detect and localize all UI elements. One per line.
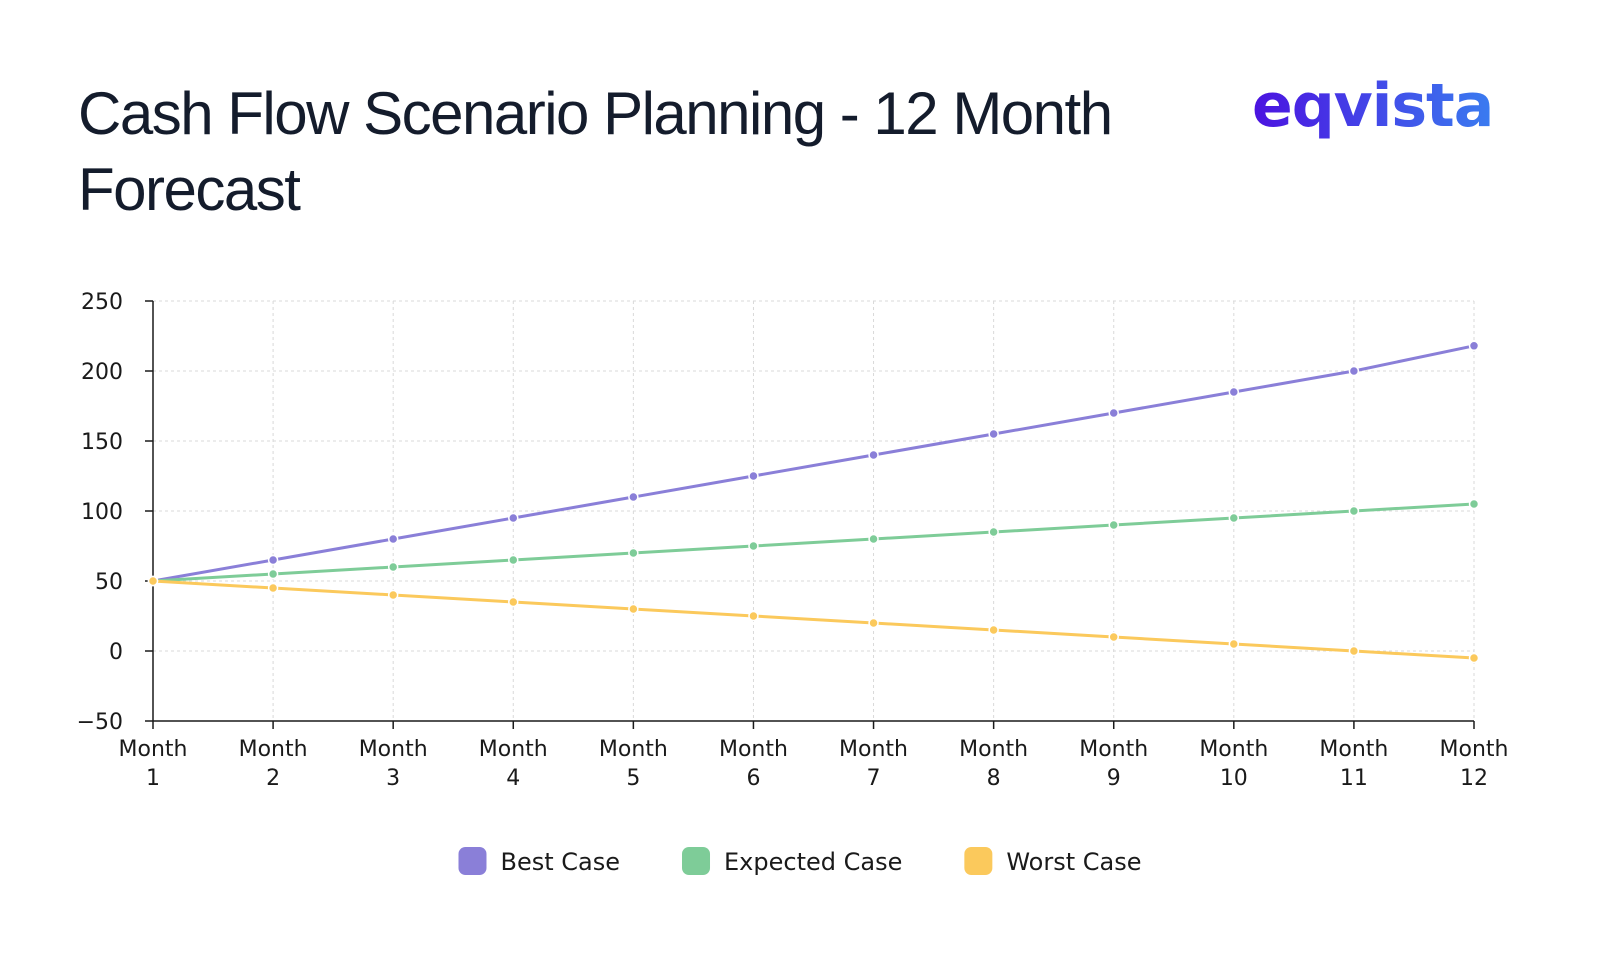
x-tick-label: Month 10 [1199, 737, 1268, 791]
legend-swatch-expected-case [682, 847, 711, 875]
series-line-best-case [151, 344, 1476, 583]
data-point-worst-case [628, 603, 639, 615]
data-point-worst-case [1348, 645, 1360, 657]
data-point-worst-case [147, 575, 159, 587]
data-point-best-case [267, 554, 279, 566]
legend: Best Case Expected Case Worst Case [458, 847, 1142, 876]
data-points [147, 340, 1480, 664]
data-point-worst-case [1228, 638, 1240, 650]
x-tick-label: Month 2 [239, 737, 308, 791]
data-point-best-case [1228, 386, 1240, 398]
data-point-best-case [508, 512, 519, 524]
data-point-expected-case [1348, 505, 1360, 517]
grid-lines [153, 300, 1475, 722]
data-point-best-case [628, 491, 639, 503]
data-point-best-case [387, 533, 399, 545]
data-point-worst-case [1108, 631, 1119, 643]
data-point-expected-case [748, 540, 759, 552]
data-point-expected-case [1468, 498, 1480, 510]
legend-item-worst-case: Worst Case [964, 847, 1142, 876]
data-point-best-case [748, 470, 759, 482]
data-point-expected-case [628, 547, 639, 559]
y-tick-label: 200 [81, 360, 123, 385]
data-point-expected-case [1228, 512, 1240, 524]
legend-item-best-case: Best Case [458, 847, 620, 876]
legend-item-expected-case: Expected Case [682, 847, 902, 876]
data-point-best-case [868, 449, 879, 461]
data-point-worst-case [387, 589, 399, 601]
legend-label-expected-case: Expected Case [724, 848, 902, 876]
x-tick-label: Month 8 [959, 737, 1028, 791]
data-point-expected-case [508, 554, 519, 566]
eqvista-logo: eqvista [1252, 71, 1494, 141]
x-tick-label: Month 7 [839, 737, 908, 791]
data-point-expected-case [868, 533, 879, 545]
data-point-worst-case [1468, 652, 1480, 664]
legend-label-best-case: Best Case [500, 848, 620, 876]
x-tick-label: Month 6 [719, 737, 788, 791]
axes: −50 0 50 100 150 200 250 Month 1 Month 2 Month 3 Mont… [77, 290, 1509, 791]
data-point-worst-case [267, 582, 279, 594]
data-point-best-case [1348, 365, 1360, 377]
data-point-best-case [1108, 407, 1119, 419]
data-point-worst-case [748, 610, 759, 622]
y-tick-label: 250 [81, 290, 123, 315]
data-point-expected-case [387, 561, 399, 573]
y-tick-label: 150 [81, 430, 123, 455]
y-tick-label: 50 [95, 570, 123, 595]
data-point-expected-case [1108, 519, 1119, 531]
logo-wordmark: eqvista [1252, 71, 1493, 141]
data-point-worst-case [988, 624, 999, 636]
y-tick-label: −50 [77, 710, 123, 735]
series-lines [151, 344, 1476, 660]
x-tick-label: Month 3 [359, 737, 428, 791]
series-line-expected-case [151, 502, 1476, 583]
x-tick-label: Month 5 [599, 737, 668, 791]
data-point-expected-case [267, 568, 279, 580]
data-point-expected-case [988, 526, 999, 538]
data-point-worst-case [868, 617, 879, 629]
y-tick-label: 100 [81, 500, 123, 525]
data-point-best-case [988, 428, 999, 440]
series-line-worst-case [151, 579, 1476, 660]
legend-label-worst-case: Worst Case [1006, 848, 1141, 876]
data-point-worst-case [508, 596, 519, 608]
chart-title: Cash Flow Scenario Planning - 12 Month F… [78, 80, 1113, 223]
x-tick-label: Month 4 [479, 737, 548, 791]
legend-swatch-worst-case [964, 847, 993, 875]
data-point-best-case [1468, 340, 1480, 352]
x-tick-label: Month 1 [119, 737, 188, 791]
x-tick-label: Month 9 [1079, 737, 1148, 791]
x-tick-label: Month 12 [1440, 737, 1509, 791]
legend-swatch-best-case [458, 847, 487, 875]
y-tick-label: 0 [109, 640, 123, 665]
x-tick-label: Month 11 [1319, 737, 1388, 791]
